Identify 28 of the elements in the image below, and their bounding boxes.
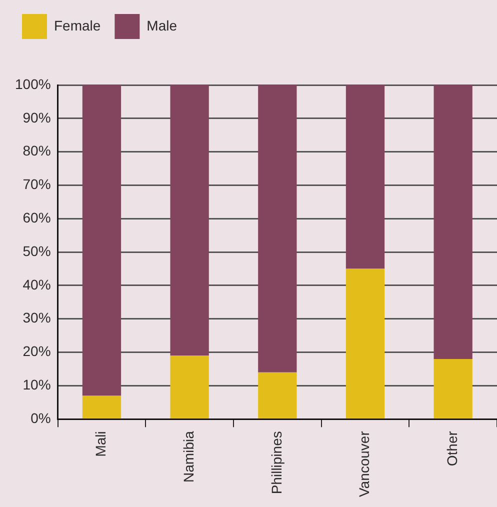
bar: [346, 268, 385, 418]
y-tick-label: 20%: [22, 343, 51, 360]
bar: [82, 396, 122, 418]
y-tick-label: 60%: [22, 210, 51, 226]
bar: [82, 85, 122, 396]
y-tick-label: 10%: [22, 376, 51, 393]
bar: [434, 358, 472, 418]
bar: [258, 85, 297, 372]
x-tick-label: Phillipines: [268, 431, 284, 494]
y-tick-label: 40%: [22, 276, 51, 292]
bar: [170, 356, 209, 418]
legend-label: Female: [54, 17, 101, 34]
bar: [346, 85, 385, 269]
y-tick-label: 0%: [30, 410, 51, 426]
x-tick-label: Other: [444, 430, 460, 466]
y-tick-label: 70%: [22, 176, 51, 192]
y-tick-label: 80%: [22, 142, 51, 159]
legend-label: Male: [146, 17, 178, 34]
bar: [434, 85, 472, 359]
x-tick-label: Vancouver: [356, 430, 372, 498]
y-tick-label: 90%: [22, 109, 51, 126]
x-tick-label: Mali: [92, 431, 109, 457]
x-tick-label: Namibia: [180, 430, 196, 482]
bar: [258, 372, 297, 418]
y-tick-label: 100%: [14, 76, 51, 92]
y-tick-label: 30%: [22, 310, 51, 326]
bar: [170, 85, 209, 356]
y-tick-label: 50%: [22, 242, 51, 259]
